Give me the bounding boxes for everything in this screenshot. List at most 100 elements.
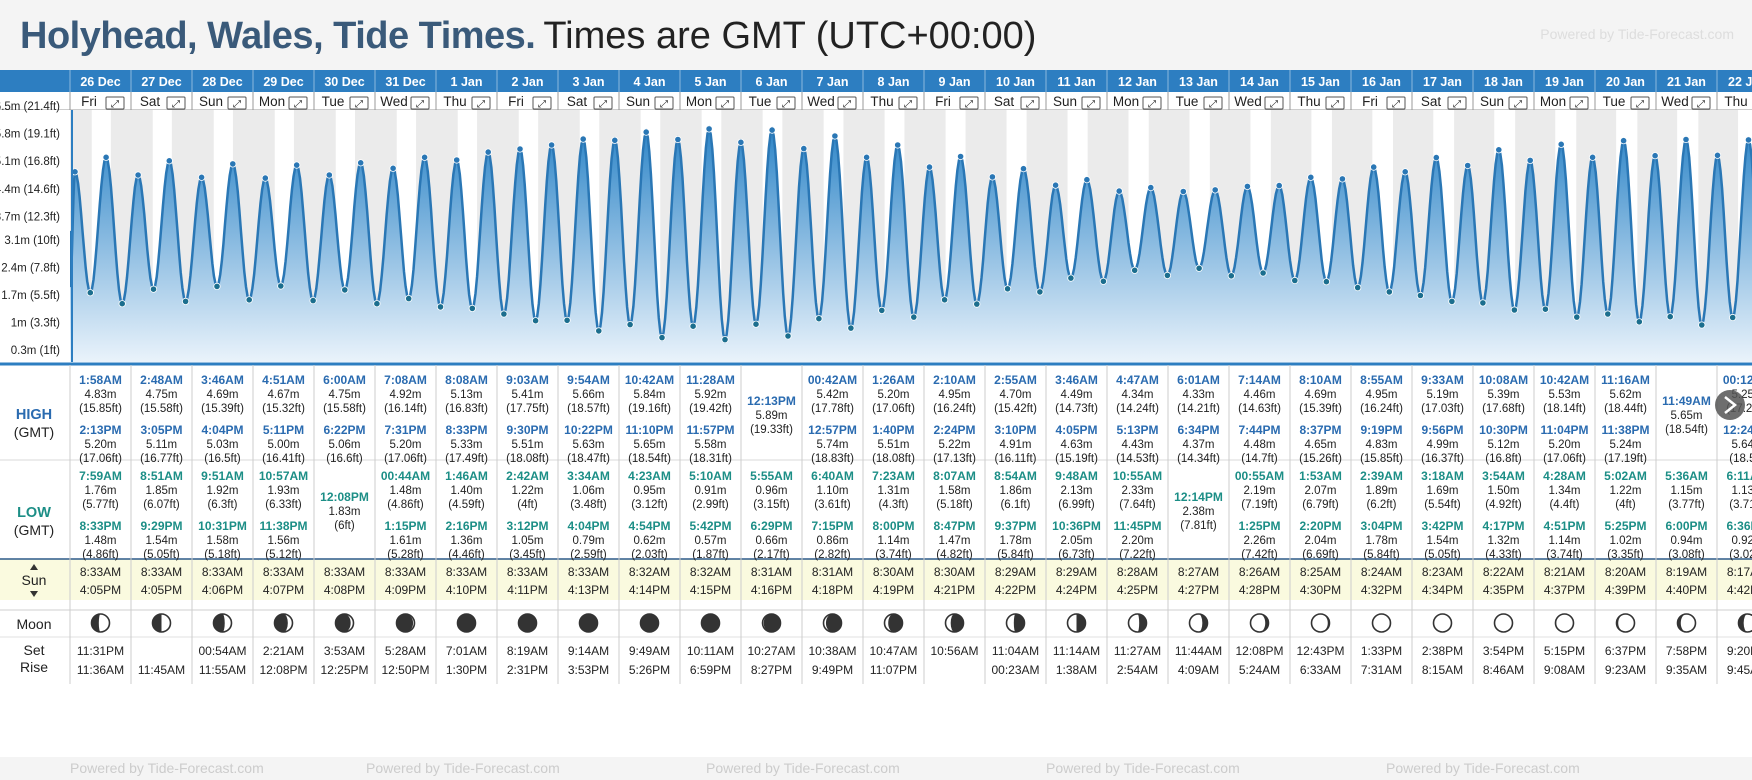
low-time: 10:55AM [1113,469,1162,483]
high-time: 5:13PM [1116,423,1158,437]
moon-shadow [1137,614,1147,632]
low-height-ft: (2.17ft) [753,549,790,561]
low-time: 8:51AM [140,469,183,483]
expand-day-button[interactable] [1264,96,1284,110]
expand-day-button[interactable] [288,96,308,110]
low-time: 10:57AM [259,469,308,483]
expand-icon[interactable]: ⤢ [1575,99,1583,110]
expand-day-button[interactable] [1447,96,1467,110]
high-time: 11:04PM [1540,423,1588,437]
expand-day-button[interactable] [1081,96,1101,110]
weekday-label: Sun [626,94,650,109]
weekday-label: Wed [1234,94,1262,109]
high-height: 5.42m [817,389,849,401]
high-height-ft: (17.19ft) [1604,453,1647,465]
expand-day-button[interactable] [1142,96,1162,110]
high-tide-point [102,153,110,161]
sunset-time: 4:05PM [141,583,182,597]
expand-day-button[interactable] [1630,96,1650,110]
expand-day-button[interactable] [1691,96,1711,110]
high-height-ft: (15.39ft) [1299,403,1342,415]
expand-day-button[interactable] [776,96,796,110]
expand-icon[interactable]: ⤢ [1148,99,1156,110]
expand-icon[interactable]: ⤢ [416,99,424,110]
expand-day-button[interactable] [715,96,735,110]
high-height-ft: (18.08ft) [872,453,915,465]
expand-day-button[interactable] [471,96,491,110]
expand-day-button[interactable] [1569,96,1589,110]
expand-day-button[interactable] [166,96,186,110]
expand-icon[interactable]: ⤢ [1331,99,1339,110]
expand-icon[interactable]: ⤢ [1453,99,1461,110]
expand-icon[interactable]: ⤢ [538,99,546,110]
weekday-bar [0,92,1752,110]
moonset-time: 8:19AM [507,644,548,658]
expand-icon[interactable]: ⤢ [1392,99,1400,110]
high-time: 10:08AM [1479,373,1528,387]
expand-icon[interactable]: ⤢ [1697,99,1705,110]
expand-icon[interactable]: ⤢ [843,99,851,110]
high-height: 5.20m [1549,439,1581,451]
expand-icon[interactable]: ⤢ [1087,99,1095,110]
expand-day-button[interactable] [959,96,979,110]
low-tide-point [277,282,285,290]
expand-day-button[interactable] [532,96,552,110]
expand-icon[interactable]: ⤢ [660,99,668,110]
moon-shadow [152,614,162,632]
expand-day-button[interactable] [410,96,430,110]
low-height: 1.15m [1671,485,1703,497]
expand-icon[interactable]: ⤢ [599,99,607,110]
expand-icon[interactable]: ⤢ [965,99,973,110]
expand-icon[interactable]: ⤢ [111,99,119,110]
expand-icon[interactable]: ⤢ [904,99,912,110]
high-tide-point [1211,186,1219,194]
date-label: 8 Jan [878,75,910,89]
expand-day-button[interactable] [1508,96,1528,110]
low-time: 4:51PM [1543,519,1585,533]
scroll-right-icon[interactable] [1724,396,1738,414]
expand-icon[interactable]: ⤢ [355,99,363,110]
expand-day-button[interactable] [593,96,613,110]
scroll-right-button[interactable] [1715,390,1745,420]
expand-day-button[interactable] [1020,96,1040,110]
sunset-time: 4:30PM [1300,583,1341,597]
expand-day-button[interactable] [654,96,674,110]
low-height: 1.05m [512,535,544,547]
moonrise-time: 8:46AM [1483,663,1524,677]
high-time: 2:48AM [140,373,183,387]
expand-day-button[interactable] [1386,96,1406,110]
moonset-time: 11:04AM [992,644,1039,658]
expand-day-button[interactable] [1325,96,1345,110]
expand-day-button[interactable] [105,96,125,110]
low-time: 4:04PM [567,519,609,533]
expand-icon[interactable]: ⤢ [721,99,729,110]
header-corner [0,70,70,92]
sunset-time: 4:27PM [1178,583,1219,597]
low-height: 1.47m [939,535,971,547]
low-height: 2.05m [1061,535,1093,547]
expand-icon[interactable]: ⤢ [1270,99,1278,110]
low-height: 2.04m [1305,535,1337,547]
low-tide-point [563,316,571,324]
expand-icon[interactable]: ⤢ [1026,99,1034,110]
moonrise-time: 5:26PM [629,663,670,677]
expand-icon[interactable]: ⤢ [782,99,790,110]
expand-icon[interactable]: ⤢ [1209,99,1217,110]
expand-icon[interactable]: ⤢ [233,99,241,110]
moon-shadow [1259,614,1269,632]
high-time: 8:37PM [1299,423,1341,437]
high-height: 5.62m [1610,389,1642,401]
high-tide-point [1744,136,1752,144]
expand-icon[interactable]: ⤢ [294,99,302,110]
expand-icon[interactable]: ⤢ [172,99,180,110]
expand-day-button[interactable] [349,96,369,110]
expand-day-button[interactable] [1203,96,1223,110]
expand-icon[interactable]: ⤢ [1514,99,1522,110]
expand-icon[interactable]: ⤢ [1636,99,1644,110]
expand-day-button[interactable] [837,96,857,110]
expand-icon[interactable]: ⤢ [477,99,485,110]
expand-day-button[interactable] [227,96,247,110]
sunrise-time: 8:29AM [1056,565,1097,579]
expand-day-button[interactable] [898,96,918,110]
high-height: 5.64m [1732,439,1752,451]
